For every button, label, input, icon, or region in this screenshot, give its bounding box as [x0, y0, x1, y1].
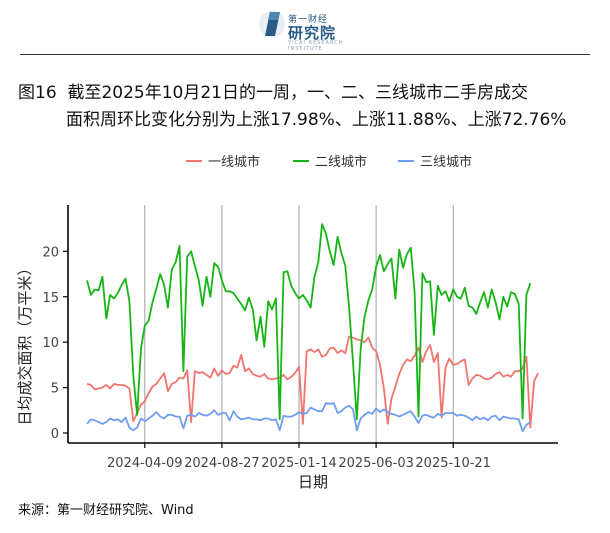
vertical-gridlines	[144, 205, 454, 443]
y-tick-label-0: 0	[51, 427, 59, 442]
legend-label-tier1: 一线城市	[208, 154, 260, 170]
figure-label: 图16	[18, 83, 57, 103]
figure-title-line-1: 截至2025年10月21日的一周，一、二、三线城市二手房成交	[67, 83, 528, 103]
x-axis-label: 日期	[298, 473, 328, 491]
x-tick-label-3: 2025-06-03	[338, 456, 414, 471]
logo-emblem-icon	[259, 11, 285, 37]
series-layer	[86, 223, 539, 433]
y-tick-label-3: 15	[42, 291, 59, 306]
legend-label-tier3: 三线城市	[420, 154, 472, 170]
y-tick-label-1: 5	[51, 382, 59, 397]
legend-label-tier2: 二线城市	[315, 154, 367, 170]
x-tick-label-2: 2025-01-14	[261, 456, 337, 471]
logo-line-2: 研究院	[288, 24, 337, 42]
source-note: 来源：第一财经研究院、Wind	[18, 503, 194, 518]
institute-logo: 第一财经 研究院 YICAI RESEARCH INSTITUTE	[258, 6, 368, 52]
x-tick-label-4: 2025-10-21	[415, 456, 491, 471]
y-tick-label-4: 20	[42, 245, 59, 260]
y-tick-label-2: 10	[42, 336, 59, 351]
logo-line-3: YICAI RESEARCH INSTITUTE	[288, 40, 344, 52]
page-header: 第一财经 研究院 YICAI RESEARCH INSTITUTE	[0, 0, 610, 56]
x-tick-label-1: 2024-08-27	[184, 456, 260, 471]
series-line-tier2	[86, 223, 532, 421]
chart-legend: 一线城市 二线城市 三线城市	[186, 154, 472, 170]
x-tick-label-0: 2024-04-09	[107, 456, 183, 471]
line-chart: 一线城市 二线城市 三线城市 0 5 10 15 20 2024-04-09 2024-08-2…	[16, 154, 558, 491]
y-axis-label: 日均成交面积（万平米）	[16, 260, 34, 425]
series-line-tier3	[86, 402, 531, 433]
series-line-tier1	[86, 335, 539, 429]
logo-line-1: 第一财经	[288, 15, 329, 25]
figure-title: 图16 截至2025年10月21日的一周，一、二、三线城市二手房成交 面积周环比…	[18, 80, 593, 134]
figure-title-line-2: 面积周环比变化分别为上涨17.98%、上涨11.88%、上涨72.76%	[66, 110, 567, 130]
header-divider	[20, 54, 590, 55]
